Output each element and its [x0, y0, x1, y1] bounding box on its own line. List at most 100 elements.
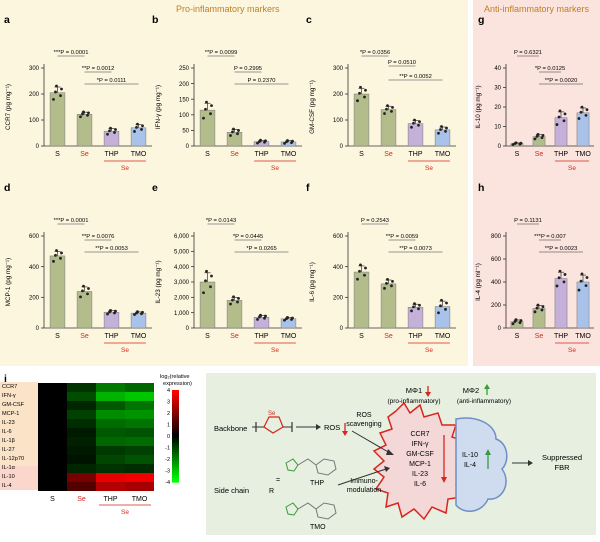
y-tick-label: 100	[333, 118, 344, 124]
data-point	[439, 304, 442, 308]
y-axis-label: MCP-1 (pg mg⁻¹)	[5, 258, 12, 306]
data-point	[413, 302, 416, 306]
x-tick-label: TMO	[281, 151, 297, 158]
data-point	[410, 309, 413, 313]
data-point	[52, 97, 55, 101]
tmo-triazole	[285, 502, 299, 516]
data-point	[363, 95, 366, 99]
y-tick-label: 400	[491, 280, 502, 286]
anti-inflammatory-header: Anti-inflammatory markers	[484, 4, 590, 14]
se-group-label: Se	[425, 347, 433, 354]
panel-letter-c: c	[306, 14, 312, 26]
p-value-label: *P = 0.0125	[535, 66, 565, 72]
data-point	[259, 138, 262, 142]
suppressed-line1: Suppressed	[542, 453, 582, 462]
data-point	[108, 129, 111, 133]
data-point	[417, 307, 420, 311]
data-point	[82, 110, 85, 114]
arrow-immuno-to-cell	[337, 468, 387, 486]
x-tick-label: TMO	[435, 333, 451, 340]
y-tick-label: 5,000	[174, 250, 190, 256]
selenophene-ring	[263, 416, 284, 434]
heatmap-cell	[125, 437, 154, 446]
data-point	[413, 118, 416, 122]
x-tick-label: TMO	[435, 151, 451, 158]
data-point	[229, 134, 232, 137]
data-point	[60, 251, 63, 255]
p-value-label: *P = 0.0356	[360, 50, 390, 56]
data-point	[204, 107, 207, 111]
anti-markers-up-arrow-head	[485, 449, 491, 455]
suppressed-line2: FBR	[555, 463, 571, 472]
data-point	[536, 303, 540, 307]
y-axis-label: IL-10 (pg mg⁻¹)	[475, 85, 482, 128]
arrow-ros-to-cell	[351, 430, 391, 454]
data-point	[445, 301, 448, 305]
data-point	[417, 123, 420, 127]
data-point	[536, 132, 540, 136]
colorbar-title-2: expression)	[163, 381, 192, 387]
colorbar-segment	[172, 413, 179, 416]
p-value-label: ***P = 0.0001	[54, 50, 89, 56]
heatmap-cell	[125, 446, 154, 455]
p-value-label: **P = 0.0020	[545, 78, 578, 84]
immunomodulation-line1: Immuno-	[350, 478, 378, 485]
ros-down-arrow-head	[342, 431, 348, 436]
bar-se	[380, 109, 397, 147]
heatmap-cell	[67, 419, 96, 428]
y-tick-label: 0	[498, 326, 502, 332]
data-point	[204, 279, 207, 283]
heatmap-cell	[96, 446, 125, 455]
data-point	[109, 309, 112, 312]
data-point	[114, 128, 117, 131]
y-axis-label: CCR7 (pg mg⁻¹)	[5, 84, 12, 130]
heatmap-cell	[67, 392, 96, 401]
data-point	[106, 132, 109, 136]
data-point	[585, 108, 589, 112]
p-value-label: ***P = 0.007	[534, 234, 566, 240]
colorbar-tick-label: 1	[167, 423, 170, 429]
data-point	[385, 107, 388, 111]
data-point	[437, 311, 440, 315]
heatmap-cell	[125, 383, 154, 392]
tmo-linker	[297, 502, 317, 510]
data-point	[210, 104, 213, 108]
x-tick-label: S	[515, 333, 520, 340]
y-tick-label: 1,000	[174, 311, 190, 317]
y-tick-label: 300	[29, 66, 40, 72]
data-point	[202, 291, 205, 295]
data-point	[210, 274, 213, 278]
colorbar-tick-label: -1	[165, 446, 170, 452]
x-tick-label: THP	[409, 333, 423, 340]
x-tick-label: TMO	[575, 151, 591, 158]
thp-label: THP	[310, 480, 324, 487]
data-point	[541, 133, 545, 137]
x-tick-label: TMO	[281, 333, 297, 340]
data-point	[264, 139, 267, 143]
data-point	[444, 307, 447, 311]
data-point	[283, 142, 286, 145]
colorbar-segment	[172, 452, 179, 455]
m2-up-arrow-head	[484, 384, 490, 389]
data-point	[81, 112, 84, 116]
p-value-label: *P = 0.0111	[97, 78, 127, 84]
panel-letter-e: e	[152, 182, 158, 194]
x-tick-label: S	[205, 333, 210, 340]
data-point	[205, 100, 208, 104]
p-value-label: *P = 0.0265	[246, 246, 276, 252]
heatmap-cell	[38, 473, 67, 482]
heatmap-cell	[38, 437, 67, 446]
x-tick-label: Se	[80, 333, 89, 340]
data-point	[579, 110, 583, 114]
panel-letter-g: g	[478, 14, 485, 26]
heatmap-row-label: GM-CSF	[2, 402, 25, 408]
x-tick-label: S	[515, 151, 520, 158]
y-tick-label: 40	[494, 66, 501, 72]
data-point	[54, 253, 57, 257]
heatmap-cell	[125, 455, 154, 464]
se-group-label: Se	[271, 165, 279, 172]
y-tick-label: 200	[29, 92, 40, 98]
data-point	[412, 305, 415, 309]
y-tick-label: 4,000	[174, 265, 190, 271]
